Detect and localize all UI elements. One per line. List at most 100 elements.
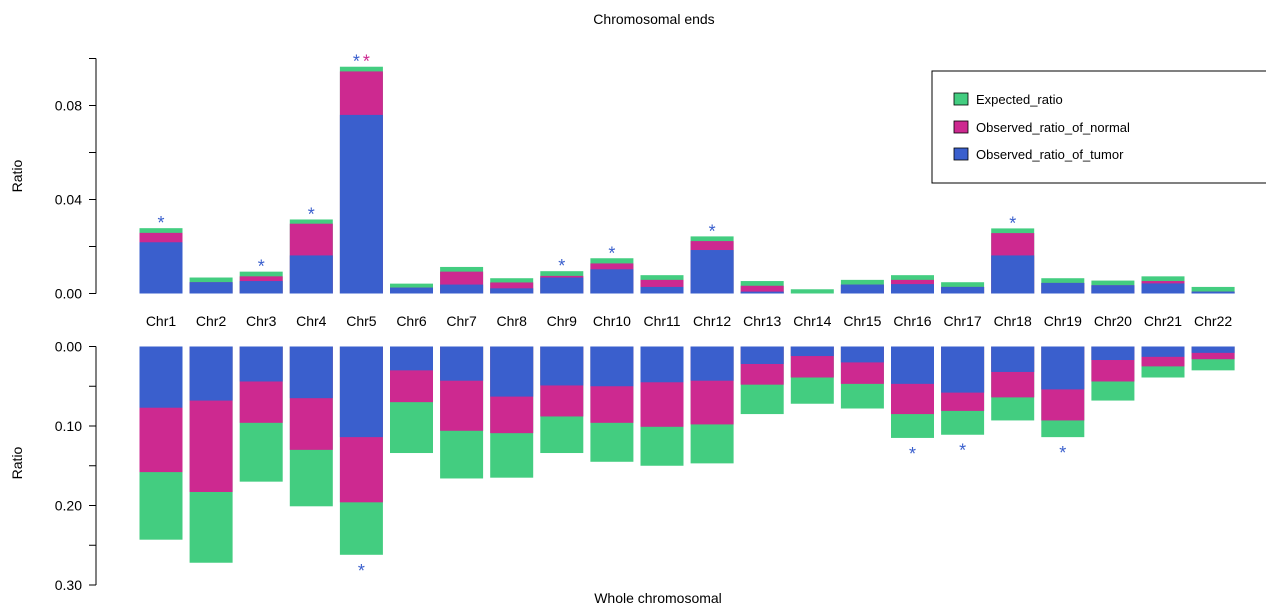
category-label-chr14: Chr14: [793, 313, 831, 329]
legend: Expected_ratio Observed_ratio_of_normal …: [931, 70, 1266, 184]
category-label-chr13: Chr13: [743, 313, 781, 329]
bottom-bar-chr4-observed-ratio-of-tumor: [289, 346, 333, 399]
top-y-axis: 0.00 0.04 0.08: [55, 58, 97, 302]
bottom-bar-chr5-observed-ratio-of-tumor: [339, 346, 383, 438]
bottom-bar-chr14-observed-ratio-of-tumor: [790, 346, 834, 357]
bottom-bar-chr19-observed-ratio-of-tumor: [1041, 346, 1085, 390]
top-bar-chr22-expected-ratio: [1191, 286, 1235, 294]
top-bar-chr1-observed-ratio-of-tumor: [139, 242, 183, 294]
top-marker-chr4-tumor: *: [308, 204, 315, 224]
top-bar-chr15-observed-ratio-of-tumor: [840, 284, 884, 294]
top-bar-chr22-observed-ratio-of-tumor: [1191, 291, 1235, 294]
top-marker-chr5-normal: *: [363, 52, 370, 72]
category-label-chr11: Chr11: [643, 313, 680, 329]
bottom-y-tick-label: 0.20: [55, 498, 82, 514]
top-bar-chr3-observed-ratio-of-tumor: [239, 281, 283, 294]
category-label-chr4: Chr4: [296, 313, 327, 329]
category-label-chr6: Chr6: [396, 313, 427, 329]
top-bar-chr21-observed-ratio-of-tumor: [1141, 283, 1185, 294]
top-bar-chr10-observed-ratio-of-tumor: [590, 269, 634, 294]
bottom-bar-chr15-observed-ratio-of-tumor: [840, 346, 884, 363]
legend-swatch-expected: [953, 92, 969, 106]
top-bar-chr18-observed-ratio-of-tumor: [991, 255, 1035, 294]
top-bar-chr8-observed-ratio-of-tumor: [490, 288, 534, 294]
bottom-bar-chr3-observed-ratio-of-tumor: [239, 346, 283, 382]
category-label-chr12: Chr12: [693, 313, 731, 329]
category-label-chr8: Chr8: [497, 313, 528, 329]
category-label-chr9: Chr9: [547, 313, 578, 329]
top-marker-chr1-tumor: *: [157, 213, 164, 233]
top-bar-chr4-observed-ratio-of-tumor: [289, 255, 333, 294]
legend-swatch-tumor: [953, 147, 969, 161]
category-label-chr2: Chr2: [196, 313, 227, 329]
category-label-chr15: Chr15: [843, 313, 881, 329]
category-label-chr20: Chr20: [1094, 313, 1132, 329]
bottom-y-tick-label: 0.00: [55, 339, 82, 355]
legend-label-tumor: Observed_ratio_of_tumor: [976, 147, 1124, 162]
bottom-bar-chr22-observed-ratio-of-tumor: [1191, 346, 1235, 353]
legend-box: [931, 70, 1266, 184]
top-marker-chr12-tumor: *: [709, 221, 716, 241]
bottom-y-axis-label: Ratio: [9, 446, 25, 479]
top-bar-chr14-expected-ratio: [790, 289, 834, 294]
top-bar-chr13-observed-ratio-of-tumor: [740, 291, 784, 294]
bottom-bar-chr1-observed-ratio-of-tumor: [139, 346, 183, 408]
top-bar-chr12-observed-ratio-of-tumor: [690, 250, 734, 294]
top-bar-chr13-observed-ratio-of-normal: [740, 285, 784, 294]
top-bar-chr7-observed-ratio-of-tumor: [440, 284, 484, 294]
bottom-marker-chr16-tumor: *: [909, 444, 916, 464]
top-marker-chr3-tumor: *: [258, 257, 265, 277]
bottom-bar-chr9-observed-ratio-of-tumor: [540, 346, 584, 386]
bottom-bar-chr12-observed-ratio-of-tumor: [690, 346, 734, 381]
bottom-bar-chr16-observed-ratio-of-tumor: [891, 346, 934, 384]
bottom-bar-chr2-observed-ratio-of-tumor: [189, 346, 233, 401]
category-label-chr5: Chr5: [346, 313, 377, 329]
category-label-chr10: Chr10: [593, 313, 631, 329]
bottom-bar-chr13-observed-ratio-of-tumor: [740, 346, 784, 364]
top-bar-chr8-observed-ratio-of-normal: [490, 282, 534, 294]
top-bar-chr5-observed-ratio-of-tumor: [339, 114, 383, 294]
top-chart-title: Chromosomal ends: [593, 11, 714, 27]
significance-markers: **** **** *** * *: [157, 52, 1066, 581]
top-bar-chr9-observed-ratio-of-tumor: [540, 277, 584, 294]
bottom-panel-bars: [139, 346, 1235, 563]
bottom-bar-chr7-observed-ratio-of-tumor: [440, 346, 484, 381]
category-label-chr21: Chr21: [1144, 313, 1182, 329]
top-panel-bars: [139, 66, 1235, 294]
bottom-y-tick-label: 0.30: [55, 577, 82, 593]
top-bar-chr20-observed-ratio-of-tumor: [1091, 285, 1135, 294]
category-label-chr1: Chr1: [146, 313, 177, 329]
bottom-bar-chr10-observed-ratio-of-tumor: [590, 346, 634, 387]
category-labels: Chr1 Chr2 Chr3 Chr4 Chr5 Chr6 Chr7 Chr8 Chr9 Chr1…: [146, 313, 1233, 329]
top-bar-chr2-observed-ratio-of-tumor: [189, 282, 233, 294]
bottom-bar-chr11-observed-ratio-of-tumor: [640, 346, 684, 383]
legend-label-normal: Observed_ratio_of_normal: [976, 120, 1130, 135]
category-label-chr18: Chr18: [994, 313, 1032, 329]
category-label-chr17: Chr17: [944, 313, 982, 329]
top-y-tick-label: 0.08: [55, 98, 82, 114]
bottom-y-tick-label: 0.10: [55, 418, 82, 434]
legend-label-expected: Expected_ratio: [976, 92, 1063, 107]
top-marker-chr18-tumor: *: [1009, 213, 1016, 233]
category-label-chr7: Chr7: [446, 313, 477, 329]
bottom-y-axis: 0.00 0.10 0.20 0.30: [55, 339, 97, 593]
top-marker-chr5-tumor: *: [353, 52, 360, 72]
top-y-tick-label: 0.04: [55, 192, 82, 208]
top-marker-chr9-tumor: *: [558, 256, 565, 276]
bottom-bar-chr6-observed-ratio-of-tumor: [390, 346, 433, 371]
top-y-axis-label: Ratio: [9, 159, 25, 192]
top-bar-chr17-observed-ratio-of-tumor: [941, 286, 985, 294]
bottom-marker-chr19-tumor: *: [1059, 443, 1066, 463]
bottom-chart-title: Whole chromosomal: [594, 590, 722, 606]
bottom-bar-chr8-observed-ratio-of-tumor: [490, 346, 534, 397]
category-label-chr3: Chr3: [246, 313, 277, 329]
top-bar-chr19-observed-ratio-of-tumor: [1041, 282, 1085, 294]
top-marker-chr10-tumor: *: [608, 243, 615, 263]
top-y-tick-label: 0.00: [55, 286, 82, 302]
bottom-marker-chr5-tumor: *: [358, 561, 365, 581]
bottom-bar-chr20-observed-ratio-of-tumor: [1091, 346, 1135, 361]
category-label-chr19: Chr19: [1044, 313, 1082, 329]
top-bar-chr6-observed-ratio-of-tumor: [390, 287, 433, 294]
bottom-bar-chr17-observed-ratio-of-tumor: [941, 346, 985, 393]
